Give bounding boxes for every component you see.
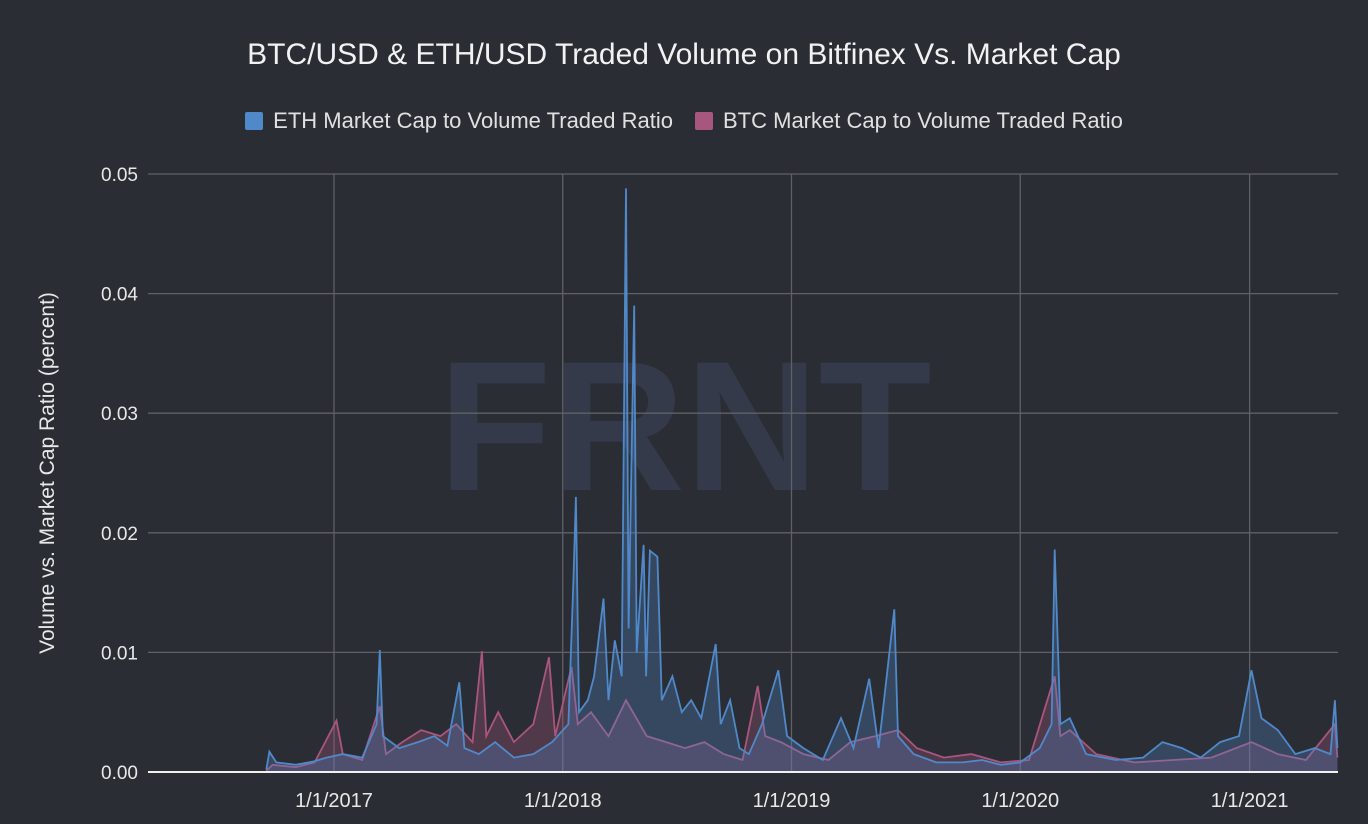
watermark: FRNT (438, 324, 931, 530)
y-tick-label: 0.04 (101, 285, 138, 306)
x-tick-label: 1/1/2021 (1211, 790, 1289, 812)
y-tick-label: 0.03 (101, 404, 138, 425)
area-fill-btc (266, 651, 1338, 772)
y-tick-label: 0.02 (101, 524, 138, 545)
legend-label-btc: BTC Market Cap to Volume Traded Ratio (723, 108, 1123, 133)
legend-label-eth: ETH Market Cap to Volume Traded Ratio (273, 108, 673, 133)
legend-item-eth[interactable]: ETH Market Cap to Volume Traded Ratio (245, 108, 673, 134)
x-tick-label: 1/1/2018 (524, 790, 602, 812)
legend-swatch-eth (245, 112, 264, 130)
chart-title: BTC/USD & ETH/USD Traded Volume on Bitfi… (247, 38, 1121, 71)
x-tick-label: 1/1/2019 (753, 790, 831, 812)
y-tick-label: 0.01 (101, 643, 138, 664)
legend-item-btc[interactable]: BTC Market Cap to Volume Traded Ratio (695, 108, 1123, 134)
y-tick-label: 0.05 (101, 165, 138, 186)
y-axis-label: Volume vs. Market Cap Ratio (percent) (36, 292, 59, 654)
series-line-eth (265, 188, 1339, 770)
y-tick-label: 0.00 (101, 763, 138, 784)
legend-swatch-btc (695, 112, 713, 130)
legend: ETH Market Cap to Volume Traded Ratio BT… (0, 108, 1368, 134)
x-tick-label: 1/1/2020 (981, 790, 1059, 812)
series-line-btc (265, 651, 1339, 772)
x-tick-label: 1/1/2017 (295, 790, 373, 812)
